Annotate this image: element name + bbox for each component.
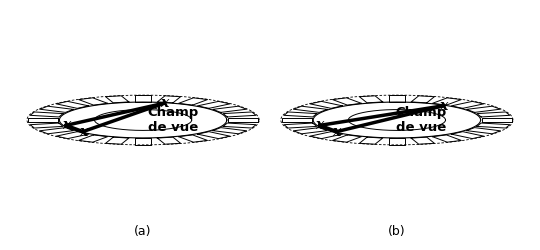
Text: x: x <box>160 96 168 110</box>
Text: x: x <box>62 118 70 132</box>
Text: x: x <box>439 99 448 113</box>
Text: x: x <box>333 124 341 138</box>
Text: Champ
de vue: Champ de vue <box>396 106 447 134</box>
Text: (b): (b) <box>388 224 406 237</box>
Text: Champ
de vue: Champ de vue <box>147 106 198 134</box>
Text: x: x <box>316 118 324 132</box>
Text: x: x <box>79 124 87 138</box>
Text: (a): (a) <box>134 224 152 237</box>
